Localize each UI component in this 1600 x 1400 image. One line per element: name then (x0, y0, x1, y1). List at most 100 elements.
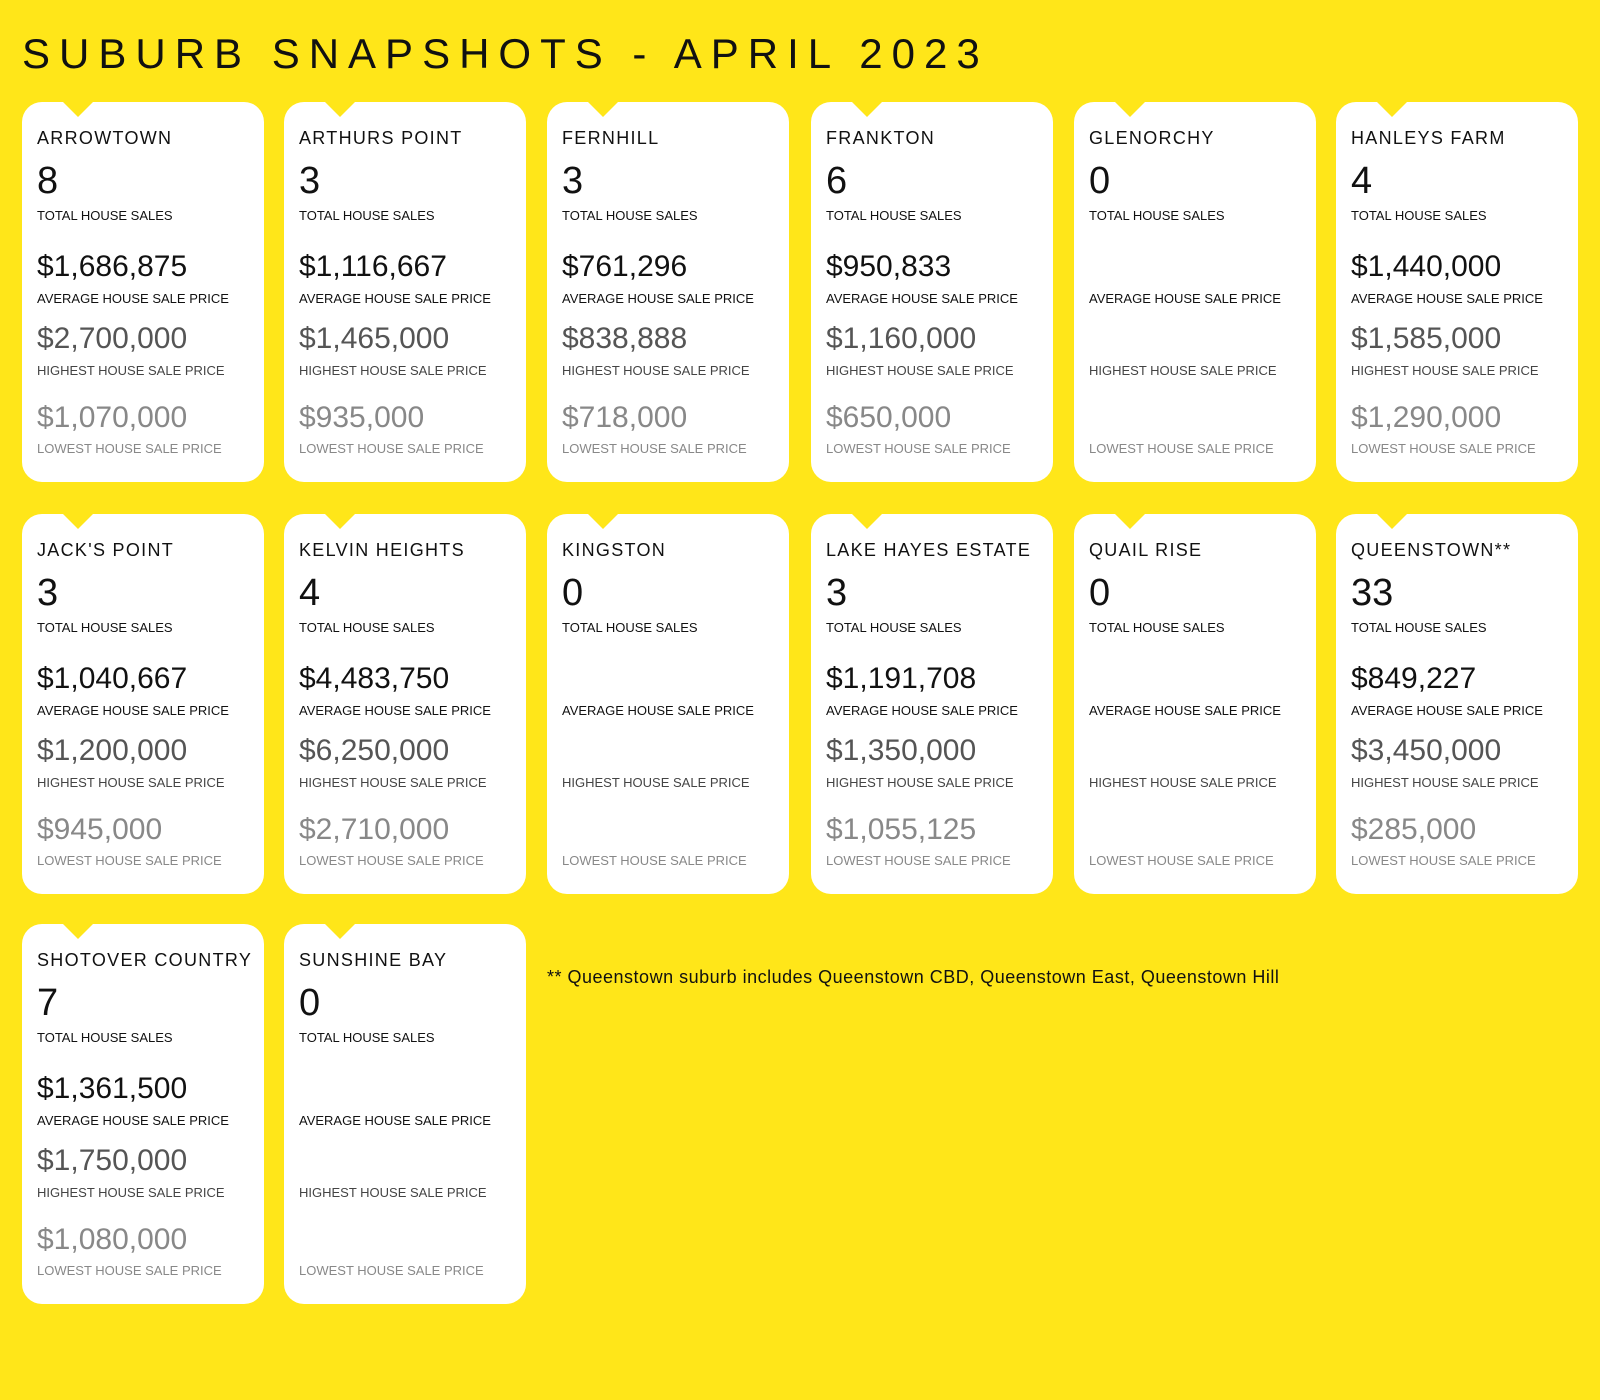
total-sales-label: TOTAL HOUSE SALES (562, 208, 698, 223)
average-price-value: $849,227 (1351, 662, 1477, 695)
average-price-label: AVERAGE HOUSE SALE PRICE (562, 291, 754, 306)
highest-price-value: $2,700,000 (37, 322, 188, 355)
suburb-card: LAKE HAYES ESTATE 3 TOTAL HOUSE SALES $1… (811, 513, 1053, 894)
average-price-label: AVERAGE HOUSE SALE PRICE (826, 291, 1018, 306)
suburb-name: FERNHILL (562, 128, 660, 148)
average-price-label: AVERAGE HOUSE SALE PRICE (299, 1113, 491, 1128)
highest-price-label: HIGHEST HOUSE SALE PRICE (1089, 775, 1277, 790)
highest-price-label: HIGHEST HOUSE SALE PRICE (1351, 363, 1539, 378)
total-sales-value: 3 (299, 160, 321, 202)
total-sales-value: 7 (37, 982, 59, 1024)
suburb-card: QUAIL RISE 0 TOTAL HOUSE SALES AVERAGE H… (1074, 513, 1316, 894)
total-sales-label: TOTAL HOUSE SALES (1089, 620, 1225, 635)
suburb-card: SUNSHINE BAY 0 TOTAL HOUSE SALES AVERAGE… (284, 923, 526, 1304)
suburb-card: ARROWTOWN 8 TOTAL HOUSE SALES $1,686,875… (22, 101, 264, 482)
average-price-value: $1,440,000 (1351, 250, 1502, 283)
lowest-price-label: LOWEST HOUSE SALE PRICE (299, 441, 484, 456)
suburb-card: SHOTOVER COUNTRY 7 TOTAL HOUSE SALES $1,… (22, 923, 264, 1304)
lowest-price-label: LOWEST HOUSE SALE PRICE (1089, 853, 1274, 868)
total-sales-label: TOTAL HOUSE SALES (1351, 208, 1487, 223)
lowest-price-label: LOWEST HOUSE SALE PRICE (1351, 853, 1536, 868)
lowest-price-value: $1,055,125 (826, 813, 977, 846)
average-price-label: AVERAGE HOUSE SALE PRICE (299, 291, 491, 306)
highest-price-label: HIGHEST HOUSE SALE PRICE (299, 363, 487, 378)
suburb-name: FRANKTON (826, 128, 936, 148)
suburb-name: LAKE HAYES ESTATE (826, 540, 1032, 560)
total-sales-value: 0 (299, 982, 321, 1024)
lowest-price-label: LOWEST HOUSE SALE PRICE (826, 853, 1011, 868)
lowest-price-label: LOWEST HOUSE SALE PRICE (299, 1263, 484, 1278)
suburb-name: QUAIL RISE (1089, 540, 1203, 560)
total-sales-value: 3 (37, 572, 59, 614)
lowest-price-label: LOWEST HOUSE SALE PRICE (37, 1263, 222, 1278)
average-price-label: AVERAGE HOUSE SALE PRICE (37, 1113, 229, 1128)
highest-price-value: $1,350,000 (826, 734, 977, 767)
highest-price-value: $3,450,000 (1351, 734, 1502, 767)
lowest-price-value: $935,000 (299, 401, 425, 434)
suburb-card: ARTHURS POINT 3 TOTAL HOUSE SALES $1,116… (284, 101, 526, 482)
total-sales-label: TOTAL HOUSE SALES (37, 1030, 173, 1045)
average-price-label: AVERAGE HOUSE SALE PRICE (562, 703, 754, 718)
highest-price-label: HIGHEST HOUSE SALE PRICE (37, 775, 225, 790)
lowest-price-label: LOWEST HOUSE SALE PRICE (1351, 441, 1536, 456)
total-sales-label: TOTAL HOUSE SALES (37, 620, 173, 635)
lowest-price-label: LOWEST HOUSE SALE PRICE (37, 853, 222, 868)
suburb-card: QUEENSTOWN** 33 TOTAL HOUSE SALES $849,2… (1336, 513, 1578, 894)
average-price-label: AVERAGE HOUSE SALE PRICE (37, 291, 229, 306)
suburb-name: ARTHURS POINT (299, 128, 463, 148)
lowest-price-label: LOWEST HOUSE SALE PRICE (826, 441, 1011, 456)
highest-price-label: HIGHEST HOUSE SALE PRICE (562, 775, 750, 790)
suburb-card: KELVIN HEIGHTS 4 TOTAL HOUSE SALES $4,48… (284, 513, 526, 894)
average-price-label: AVERAGE HOUSE SALE PRICE (1351, 291, 1543, 306)
suburb-card: FERNHILL 3 TOTAL HOUSE SALES $761,296 AV… (547, 101, 789, 482)
lowest-price-label: LOWEST HOUSE SALE PRICE (562, 853, 747, 868)
total-sales-value: 4 (299, 572, 321, 614)
total-sales-label: TOTAL HOUSE SALES (562, 620, 698, 635)
average-price-label: AVERAGE HOUSE SALE PRICE (1089, 703, 1281, 718)
total-sales-value: 3 (562, 160, 584, 202)
total-sales-label: TOTAL HOUSE SALES (826, 620, 962, 635)
highest-price-value: $1,200,000 (37, 734, 188, 767)
suburb-name: KINGSTON (562, 540, 667, 560)
highest-price-value: $1,585,000 (1351, 322, 1502, 355)
average-price-value: $950,833 (826, 250, 952, 283)
total-sales-label: TOTAL HOUSE SALES (299, 1030, 435, 1045)
highest-price-value: $1,750,000 (37, 1144, 188, 1177)
highest-price-label: HIGHEST HOUSE SALE PRICE (826, 775, 1014, 790)
suburb-card: KINGSTON 0 TOTAL HOUSE SALES AVERAGE HOU… (547, 513, 789, 894)
highest-price-label: HIGHEST HOUSE SALE PRICE (562, 363, 750, 378)
total-sales-value: 0 (1089, 572, 1111, 614)
lowest-price-label: LOWEST HOUSE SALE PRICE (37, 441, 222, 456)
average-price-value: $761,296 (562, 250, 688, 283)
suburb-name: KELVIN HEIGHTS (299, 540, 465, 560)
total-sales-value: 33 (1351, 572, 1394, 614)
total-sales-label: TOTAL HOUSE SALES (299, 620, 435, 635)
highest-price-label: HIGHEST HOUSE SALE PRICE (37, 363, 225, 378)
total-sales-label: TOTAL HOUSE SALES (1351, 620, 1487, 635)
highest-price-label: HIGHEST HOUSE SALE PRICE (826, 363, 1014, 378)
lowest-price-label: LOWEST HOUSE SALE PRICE (562, 441, 747, 456)
highest-price-value: $838,888 (562, 322, 688, 355)
suburb-name: SUNSHINE BAY (299, 950, 448, 970)
suburb-name: JACK'S POINT (37, 540, 175, 560)
total-sales-value: 6 (826, 160, 848, 202)
suburb-name: QUEENSTOWN** (1351, 540, 1512, 560)
average-price-label: AVERAGE HOUSE SALE PRICE (1089, 291, 1281, 306)
highest-price-label: HIGHEST HOUSE SALE PRICE (1351, 775, 1539, 790)
total-sales-value: 3 (826, 572, 848, 614)
suburb-name: HANLEYS FARM (1351, 128, 1506, 148)
average-price-label: AVERAGE HOUSE SALE PRICE (37, 703, 229, 718)
average-price-value: $1,191,708 (826, 662, 977, 695)
average-price-label: AVERAGE HOUSE SALE PRICE (1351, 703, 1543, 718)
suburb-name: SHOTOVER COUNTRY (37, 950, 253, 970)
highest-price-value: $1,465,000 (299, 322, 450, 355)
lowest-price-value: $1,290,000 (1351, 401, 1502, 434)
total-sales-value: 0 (562, 572, 584, 614)
average-price-value: $1,361,500 (37, 1072, 188, 1105)
highest-price-value: $1,160,000 (826, 322, 977, 355)
lowest-price-value: $285,000 (1351, 813, 1477, 846)
lowest-price-value: $945,000 (37, 813, 163, 846)
average-price-label: AVERAGE HOUSE SALE PRICE (826, 703, 1018, 718)
highest-price-label: HIGHEST HOUSE SALE PRICE (299, 1185, 487, 1200)
total-sales-label: TOTAL HOUSE SALES (1089, 208, 1225, 223)
